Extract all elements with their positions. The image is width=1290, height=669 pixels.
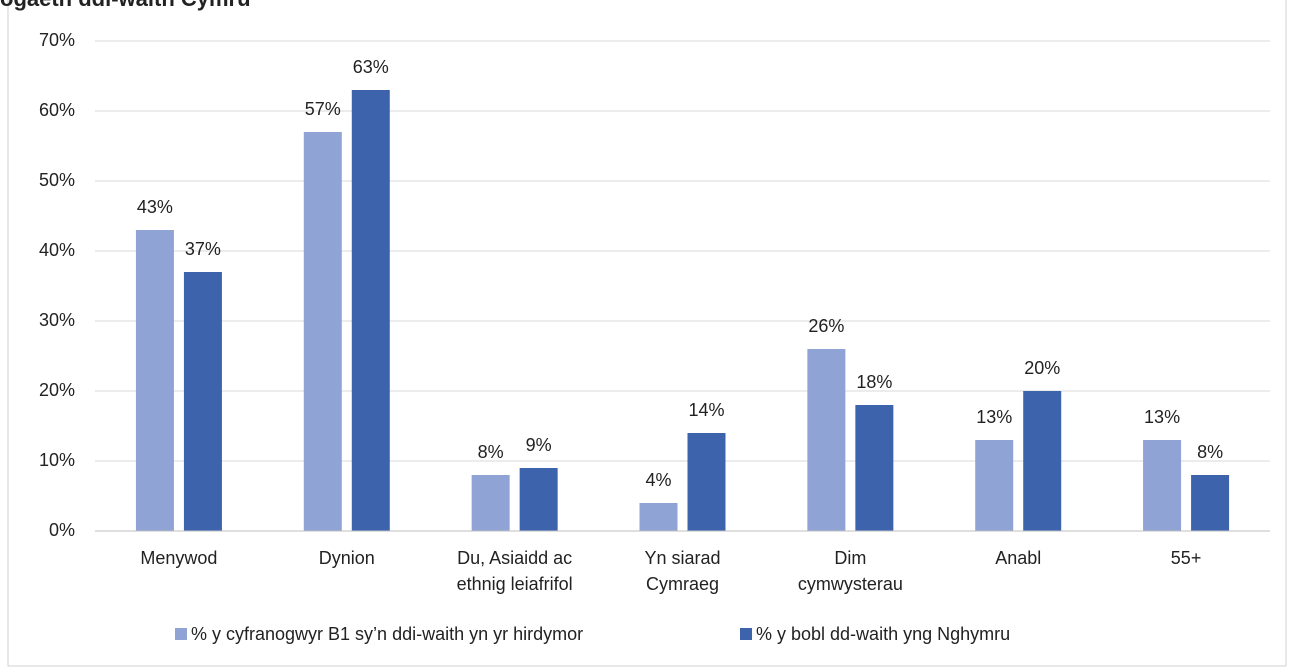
y-tick-label: 40% [39,240,75,260]
x-tick-label: Dim [834,548,866,568]
data-label: 37% [185,239,221,259]
x-tick-label: Yn siarad [644,548,720,568]
data-label: 20% [1024,358,1060,378]
data-label: 63% [353,57,389,77]
chart-title: ogaeth ddi-waith Cymru [0,0,251,11]
data-label: 13% [976,407,1012,427]
data-label: 8% [1197,442,1223,462]
bar [687,433,726,531]
y-tick-label: 70% [39,30,75,50]
y-tick-label: 50% [39,170,75,190]
x-tick-label: Menywod [140,548,217,568]
data-label: 14% [688,400,724,420]
bar [303,132,342,531]
bar [975,440,1014,531]
bar [855,405,894,531]
bar [1191,475,1230,531]
data-label: 9% [526,435,552,455]
x-tick-label: Du, Asiaidd ac [457,548,572,568]
legend-label: % y cyfranogwyr B1 sy’n ddi-waith yn yr … [191,624,583,644]
x-tick-label: ethnig leiafrifol [457,574,573,594]
legend-swatch [175,628,187,640]
chart-frame [7,0,1287,667]
y-tick-label: 10% [39,450,75,470]
bar [1023,391,1062,531]
bar [135,230,174,531]
x-tick-label: Cymraeg [646,574,719,594]
bar [639,503,678,531]
x-tick-label: Anabl [995,548,1041,568]
y-tick-label: 30% [39,310,75,330]
bar [183,272,222,531]
data-label: 18% [856,372,892,392]
bar [1143,440,1182,531]
data-label: 13% [1144,407,1180,427]
data-label: 4% [645,470,671,490]
legend-swatch [740,628,752,640]
y-tick-label: 60% [39,100,75,120]
bar [807,349,846,531]
legend-label: % y bobl dd-waith yng Nghymru [756,624,1010,644]
x-tick-label: Dynion [319,548,375,568]
x-tick-label: cymwysterau [798,574,903,594]
bar [351,90,390,531]
bar [519,468,558,531]
x-tick-label: 55+ [1171,548,1202,568]
data-label: 8% [478,442,504,462]
y-tick-label: 0% [49,520,75,540]
bar [471,475,510,531]
data-label: 57% [305,99,341,119]
y-tick-label: 20% [39,380,75,400]
data-label: 26% [808,316,844,336]
data-label: 43% [137,197,173,217]
